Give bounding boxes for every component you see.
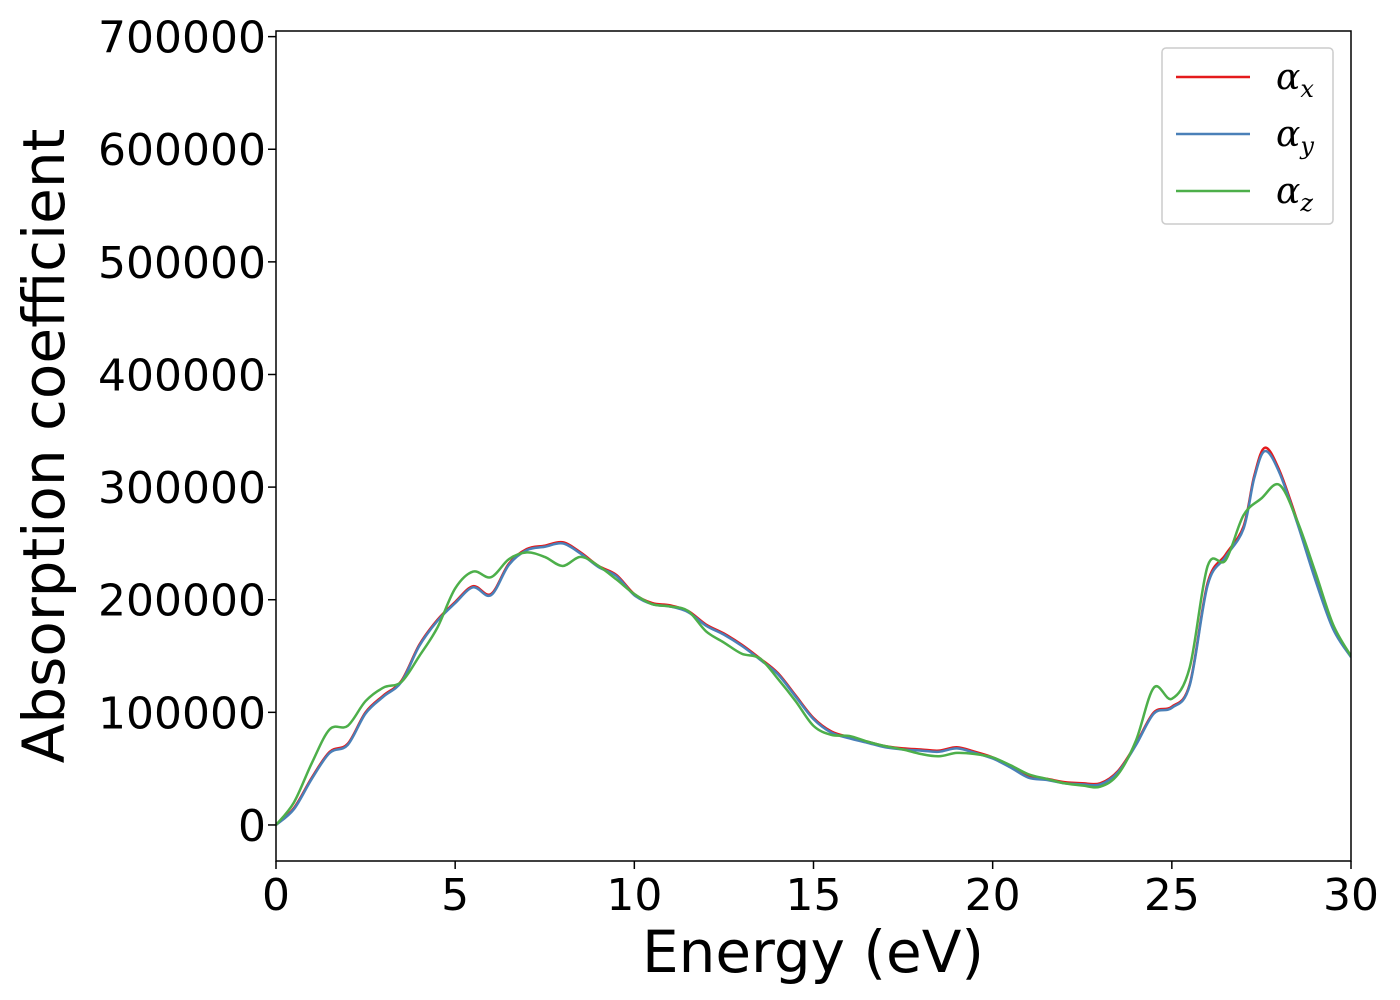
- x-tick-label: 20: [965, 870, 1021, 921]
- legend-label-z: αz: [1276, 171, 1313, 217]
- series-layer: [276, 446, 1351, 826]
- y-tick-label: 400000: [98, 350, 266, 401]
- legend-symbol: α: [1276, 114, 1300, 155]
- series-line-y: [276, 449, 1351, 826]
- x-axis-label: Energy (eV): [642, 918, 984, 986]
- y-tick-label: 600000: [98, 125, 266, 176]
- x-tick-label: 5: [441, 870, 469, 921]
- legend-symbol: α: [1276, 171, 1300, 212]
- legend-subscript: x: [1300, 75, 1314, 103]
- x-tick-label: 15: [786, 870, 842, 921]
- x-tick-label: 0: [262, 870, 290, 921]
- x-tick-label: 25: [1144, 870, 1200, 921]
- legend-label-x: αx: [1276, 57, 1314, 103]
- y-tick-label: 0: [238, 801, 266, 852]
- legend-subscript: y: [1299, 132, 1314, 160]
- y-tick-label: 500000: [98, 238, 266, 289]
- x-tick-label: 10: [606, 870, 662, 921]
- legend-label-y: αy: [1276, 114, 1314, 160]
- y-tick-label: 100000: [98, 688, 266, 739]
- y-axis-label: Absorption coefficient: [10, 129, 78, 764]
- legend-symbol: α: [1276, 57, 1300, 98]
- y-tick-label: 700000: [98, 13, 266, 64]
- series-line-z: [276, 482, 1351, 826]
- y-tick-label: 300000: [98, 463, 266, 514]
- y-axis: 0 100000 200000 300000 400000 500000 600000 700…: [98, 13, 276, 852]
- series-line-x: [276, 446, 1351, 826]
- legend-frame: [1161, 47, 1334, 225]
- legend-subscript: z: [1299, 189, 1313, 217]
- y-tick-label: 200000: [98, 576, 266, 627]
- x-axis: 0 5 10 15 20 25 30: [262, 861, 1379, 921]
- x-tick-label: 30: [1323, 870, 1379, 921]
